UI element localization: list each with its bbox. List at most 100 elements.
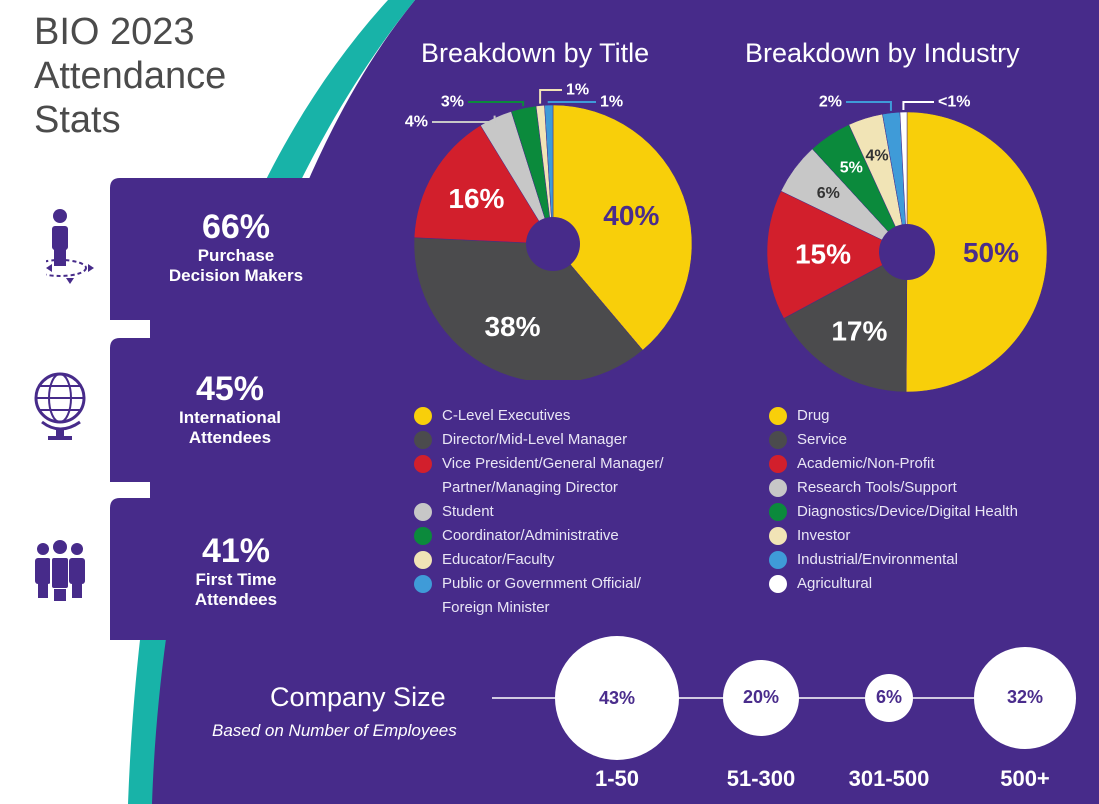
stat-label-line: Decision Makers bbox=[168, 266, 304, 285]
legend-swatch bbox=[414, 575, 432, 593]
legend-label: Academic/Non-Profit bbox=[797, 455, 935, 472]
legend-item: Director/Mid-Level Manager bbox=[414, 428, 734, 452]
page-title: BIO 2023 Attendance Stats bbox=[34, 11, 227, 141]
pie-slice-label: <1% bbox=[938, 94, 970, 111]
pie-leader-line bbox=[547, 101, 596, 104]
pie-leader-line bbox=[539, 89, 562, 104]
pie-slice bbox=[899, 111, 908, 253]
legend-label: Service bbox=[797, 431, 848, 448]
legend-swatch bbox=[769, 527, 787, 545]
legend-label: Director/Mid-Level Manager bbox=[442, 431, 628, 448]
legend-swatch bbox=[769, 479, 787, 497]
pie-slice-label: 38% bbox=[484, 311, 540, 342]
stat-purchase-decision-makers: 66% Purchase Decision Makers bbox=[136, 208, 336, 286]
company-size-value: 43% bbox=[598, 687, 636, 708]
stat-first-time-attendees: 41% First Time Attendees bbox=[136, 532, 336, 610]
legend-item: Educator/Faculty bbox=[414, 548, 734, 572]
legend-swatch bbox=[769, 455, 787, 473]
pie-chart-by-title: 40% 38% 16% 4% 3% 1% 1% bbox=[405, 82, 693, 380]
chart-title-by-title: Breakdown by Title bbox=[421, 38, 650, 68]
company-size-bubble: 32% bbox=[974, 647, 1076, 749]
legend-label: Student bbox=[442, 503, 494, 520]
group-icon bbox=[35, 540, 85, 601]
pie-leader-line bbox=[846, 101, 892, 111]
person-decision-icon bbox=[46, 209, 94, 284]
pie-slice-label: 4% bbox=[865, 147, 888, 164]
legend-item: Student bbox=[414, 500, 734, 524]
pie-center-hole bbox=[526, 217, 580, 271]
legend-swatch bbox=[769, 575, 787, 593]
legend-label: Public or Government Official/ bbox=[442, 575, 641, 592]
stat-label-line: Purchase bbox=[197, 246, 275, 265]
pie-slice-label: 15% bbox=[795, 238, 851, 269]
company-size-value: 20% bbox=[742, 687, 779, 708]
pie-slice bbox=[905, 111, 1048, 393]
pie-slice-label: 2% bbox=[819, 94, 842, 111]
legend-item: Agricultural bbox=[769, 572, 1089, 596]
pie-leader-line bbox=[432, 115, 496, 123]
pie-slice bbox=[783, 251, 908, 393]
stat-value: 45% bbox=[195, 370, 265, 408]
legend-label: Foreign Minister bbox=[442, 599, 550, 616]
stat-label-line: Attendees bbox=[194, 590, 278, 609]
legend-swatch bbox=[414, 551, 432, 569]
stat-international-attendees: 45% International Attendees bbox=[130, 370, 330, 448]
pie-slice-label: 1% bbox=[566, 82, 589, 99]
legend-label: Agricultural bbox=[797, 575, 873, 592]
chart-title-by-industry: Breakdown by Industry bbox=[745, 38, 1020, 68]
company-size-category: 301-500 bbox=[848, 766, 930, 791]
company-size-value: 6% bbox=[875, 687, 902, 708]
company-size-bubble: 43% bbox=[555, 636, 679, 760]
legend-swatch bbox=[414, 431, 432, 449]
legend-swatch bbox=[414, 455, 432, 473]
legend-swatch bbox=[414, 503, 432, 521]
pie-leader-line bbox=[468, 101, 525, 107]
legend-label: Diagnostics/Device/Digital Health bbox=[797, 503, 1018, 520]
legend-label: Research Tools/Support bbox=[797, 479, 957, 496]
stat-label-line: Attendees bbox=[188, 428, 272, 447]
legend-item: Drug bbox=[769, 404, 1089, 428]
legend-item: Academic/Non-Profit bbox=[769, 452, 1089, 476]
legend-by-title: C-Level Executives Director/Mid-Level Man… bbox=[414, 404, 734, 620]
legend-item: Coordinator/Administrative bbox=[414, 524, 734, 548]
pie-slice-label: 16% bbox=[448, 183, 504, 214]
stat-value: 66% bbox=[201, 208, 271, 246]
company-size-title: Company Size bbox=[270, 682, 446, 712]
company-size-category: 51-300 bbox=[726, 766, 796, 791]
legend-label: Vice President/General Manager/ bbox=[442, 455, 664, 472]
pie-slice-label: 5% bbox=[840, 159, 863, 176]
company-size-subtitle: Based on Number of Employees bbox=[212, 721, 457, 740]
pie-slice-label: 17% bbox=[831, 316, 887, 347]
pie-slice bbox=[413, 125, 554, 245]
pie-slice-label: 40% bbox=[603, 200, 659, 231]
company-size-value: 32% bbox=[1006, 687, 1043, 708]
pie-center-hole bbox=[879, 224, 935, 280]
legend-item: Service bbox=[769, 428, 1089, 452]
pie-leader-line bbox=[902, 101, 934, 111]
pie-slice-label: 50% bbox=[963, 237, 1019, 268]
legend-item: Diagnostics/Device/Digital Health bbox=[769, 500, 1089, 524]
legend-by-industry: Drug Service Academic/Non-Profit Research T… bbox=[769, 404, 1089, 596]
pie-slice bbox=[544, 104, 554, 245]
globe-icon bbox=[34, 372, 86, 440]
legend-label: Partner/Managing Director bbox=[442, 479, 618, 496]
legend-label: Coordinator/Administrative bbox=[442, 527, 619, 544]
legend-label: Investor bbox=[797, 527, 851, 544]
pie-slice-label: 4% bbox=[405, 114, 428, 131]
legend-swatch bbox=[414, 527, 432, 545]
company-size-bubble: 20% bbox=[722, 659, 800, 737]
legend-swatch bbox=[414, 407, 432, 425]
legend-item: Industrial/Environmental bbox=[769, 548, 1089, 572]
stat-value: 41% bbox=[201, 532, 271, 570]
company-size-bubble: 6% bbox=[864, 673, 914, 723]
stat-label-line: First Time bbox=[195, 570, 277, 589]
pie-slice bbox=[766, 190, 908, 319]
legend-swatch bbox=[769, 407, 787, 425]
legend-label: Drug bbox=[797, 407, 830, 424]
legend-label: Educator/Faculty bbox=[442, 551, 555, 568]
pie-slice-label: 1% bbox=[600, 94, 623, 111]
legend-label: Industrial/Environmental bbox=[797, 551, 958, 568]
legend-item: Investor bbox=[769, 524, 1089, 548]
pie-slice bbox=[552, 104, 693, 351]
